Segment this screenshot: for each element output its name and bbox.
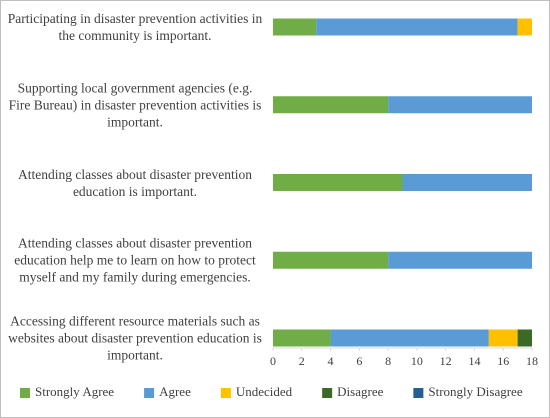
x-tick-label: 18 (526, 354, 538, 368)
bar-segment (488, 329, 518, 347)
bar-segment (517, 18, 532, 36)
bar-segment (388, 96, 532, 114)
category-label: Attending classes about disaster prevent… (18, 166, 252, 199)
bar-segment (273, 18, 317, 36)
x-tick-label: 4 (328, 354, 334, 368)
bar-segment (273, 96, 389, 114)
legend-swatch (322, 388, 333, 398)
category-label: Participating in disaster prevention act… (7, 11, 263, 43)
bar-segment (273, 329, 331, 347)
bar-segment (273, 251, 389, 269)
x-tick-label: 0 (270, 354, 276, 368)
bar-segment (402, 174, 532, 191)
legend-swatch (144, 388, 155, 398)
legend-swatch (413, 388, 424, 398)
category-label: Accessing different resource materials s… (8, 313, 262, 363)
bar-segment (273, 174, 403, 191)
x-tick-label: 2 (299, 354, 305, 368)
legend-label: Undecided (236, 384, 293, 399)
x-tick-label: 12 (440, 354, 452, 368)
x-tick-label: 8 (385, 354, 391, 368)
legend-swatch (20, 388, 30, 398)
bar-segment (388, 251, 532, 269)
legend-label: Strongly Agree (35, 384, 114, 399)
legend-label: Strongly Disagree (428, 384, 522, 399)
legend-swatch (220, 388, 231, 398)
bar-segment (517, 329, 532, 347)
x-tick-label: 6 (356, 354, 362, 368)
category-label: Attending classes about disaster prevent… (14, 235, 256, 285)
legend-label: Disagree (337, 384, 383, 399)
x-tick-label: 14 (468, 354, 480, 368)
bar-segment (330, 329, 489, 347)
bar-segment (316, 18, 518, 36)
x-tick-label: 16 (497, 354, 509, 368)
x-tick-label: 10 (411, 354, 423, 368)
legend-label: Agree (159, 384, 191, 399)
category-label: Supporting local government agencies (e.… (8, 80, 262, 130)
